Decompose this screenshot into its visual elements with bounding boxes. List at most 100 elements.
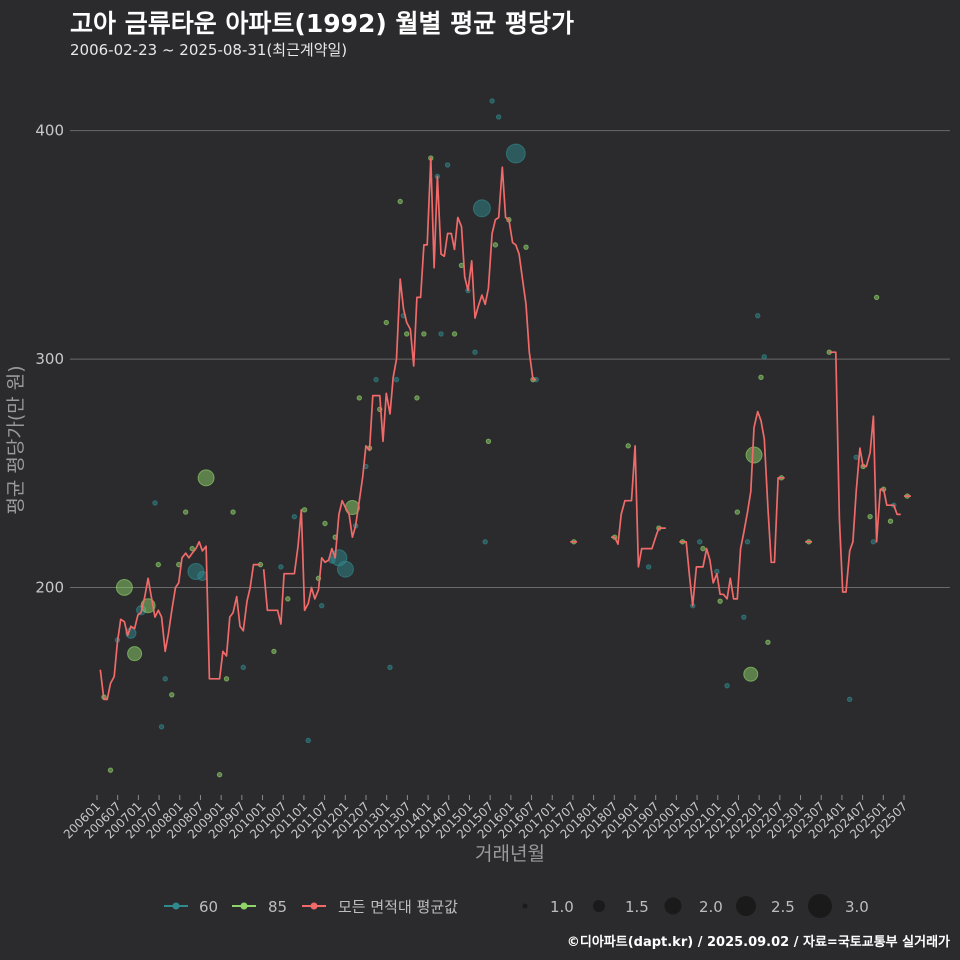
legend-swatch-60-dot — [172, 902, 180, 910]
legend-size-2-5-label: 2.5 — [771, 898, 795, 916]
scatter-point-85 — [765, 639, 771, 645]
scatter-points — [101, 98, 910, 778]
scatter-point-60 — [645, 564, 652, 570]
scatter-point-85 — [743, 666, 759, 682]
legend-label-average: 모든 면적대 평균값 — [338, 898, 458, 916]
scatter-point-60 — [387, 664, 393, 671]
average-line-segment — [262, 157, 537, 625]
scatter-point-60 — [744, 539, 751, 545]
scatter-point-85 — [414, 395, 420, 401]
scatter-point-60 — [495, 114, 502, 120]
scatter-point-60 — [724, 682, 730, 689]
scatter-point-60 — [438, 331, 444, 337]
legend: 60 85 모든 면적대 평균값 1.0 1.5 2.0 2.5 — [164, 894, 869, 918]
average-line-segment — [611, 445, 666, 568]
scatter-point-60 — [505, 143, 526, 164]
average-line — [99, 157, 911, 701]
scatter-point-85 — [301, 507, 308, 513]
legend-size-2-label: 2.0 — [699, 898, 723, 916]
y-tick-labels: 200 300 400 — [35, 122, 64, 597]
chart-title: 고아 금류타운 아파트(1992) 월별 평균 평당가 — [70, 9, 574, 38]
legend-item-85: 85 — [232, 898, 287, 916]
scatter-point-85 — [115, 578, 133, 596]
legend-size-2-5-dot — [736, 896, 756, 916]
legend-size-2-5: 2.5 — [736, 896, 795, 916]
scatter-point-60 — [472, 199, 491, 218]
scatter-point-85 — [383, 319, 389, 326]
scatter-point-85 — [700, 545, 706, 552]
legend-label-60: 60 — [199, 898, 218, 916]
scatter-point-85 — [873, 294, 880, 301]
legend-size-2-dot — [664, 897, 682, 915]
scatter-point-85 — [745, 446, 763, 464]
scatter-point-85 — [523, 244, 529, 250]
legend-item-60: 60 — [164, 898, 218, 916]
scatter-point-85 — [285, 596, 291, 602]
scatter-point-60 — [482, 539, 488, 545]
grid-lines — [70, 130, 950, 588]
average-line-segment — [99, 540, 261, 701]
scatter-point-85 — [451, 331, 458, 337]
scatter-point-85 — [485, 438, 492, 444]
scatter-point-85 — [127, 646, 143, 662]
footer-credit: ©디아파트(dapt.kr) / 2025.09.02 / 자료=국토교통부 실… — [566, 935, 950, 950]
scatter-point-60 — [696, 539, 703, 545]
legend-size-1-dot — [522, 903, 528, 909]
y-tick-label: 400 — [35, 122, 64, 140]
scatter-point-85 — [182, 509, 189, 515]
legend-size-1: 1.0 — [522, 898, 574, 916]
scatter-point-85 — [216, 772, 223, 778]
scatter-point-85 — [322, 520, 328, 527]
scatter-point-85 — [717, 598, 723, 604]
scatter-point-60 — [472, 349, 478, 355]
y-tick-label: 200 — [35, 578, 64, 596]
scatter-point-60 — [162, 676, 168, 682]
scatter-point-60 — [741, 614, 747, 620]
scatter-point-85 — [107, 767, 114, 773]
scatter-point-60 — [755, 312, 761, 319]
scatter-point-85 — [758, 374, 764, 381]
scatter-point-60 — [305, 737, 311, 744]
scatter-point-85 — [271, 648, 277, 655]
scatter-point-85 — [197, 469, 215, 487]
legend-label-85: 85 — [268, 898, 287, 916]
scatter-point-85 — [421, 331, 427, 337]
scatter-point-60 — [158, 724, 165, 730]
scatter-point-85 — [492, 242, 499, 248]
scatter-point-60 — [291, 513, 298, 520]
scatter-point-85 — [169, 692, 175, 698]
scatter-point-60 — [336, 560, 354, 578]
scatter-point-85 — [404, 331, 410, 337]
scatter-point-60 — [761, 354, 767, 360]
legend-swatch-85-dot — [240, 902, 248, 910]
x-tick-labels: 2006012006072007012007072008012008072009… — [61, 795, 910, 842]
legend-size-1-5: 1.5 — [593, 898, 649, 916]
scatter-point-60 — [870, 539, 877, 545]
scatter-point-85 — [155, 561, 161, 568]
legend-swatch-average-dot — [310, 902, 318, 910]
scatter-point-60 — [393, 376, 400, 383]
scatter-point-60 — [846, 696, 853, 703]
scatter-point-85 — [867, 513, 873, 520]
scatter-point-60 — [240, 664, 246, 671]
scatter-point-85 — [397, 198, 403, 205]
scatter-point-60 — [444, 162, 451, 168]
legend-size-2: 2.0 — [664, 897, 723, 916]
x-axis-title: 거래년월 — [475, 843, 545, 865]
scatter-point-85 — [887, 518, 894, 524]
legend-size-1-label: 1.0 — [550, 898, 574, 916]
scatter-point-85 — [356, 395, 363, 401]
legend-size-1-5-dot — [593, 900, 605, 912]
scatter-point-60 — [197, 570, 208, 582]
scatter-point-60 — [489, 98, 495, 104]
y-tick-label: 300 — [35, 350, 64, 368]
average-line-segment — [829, 351, 901, 593]
scatter-point-60 — [319, 603, 325, 609]
scatter-point-85 — [734, 509, 740, 515]
legend-size-3-label: 3.0 — [845, 898, 869, 916]
scatter-point-85 — [625, 443, 631, 449]
scatter-point-60 — [853, 454, 859, 460]
scatter-point-85 — [223, 676, 230, 682]
legend-size-3-dot — [808, 894, 832, 918]
